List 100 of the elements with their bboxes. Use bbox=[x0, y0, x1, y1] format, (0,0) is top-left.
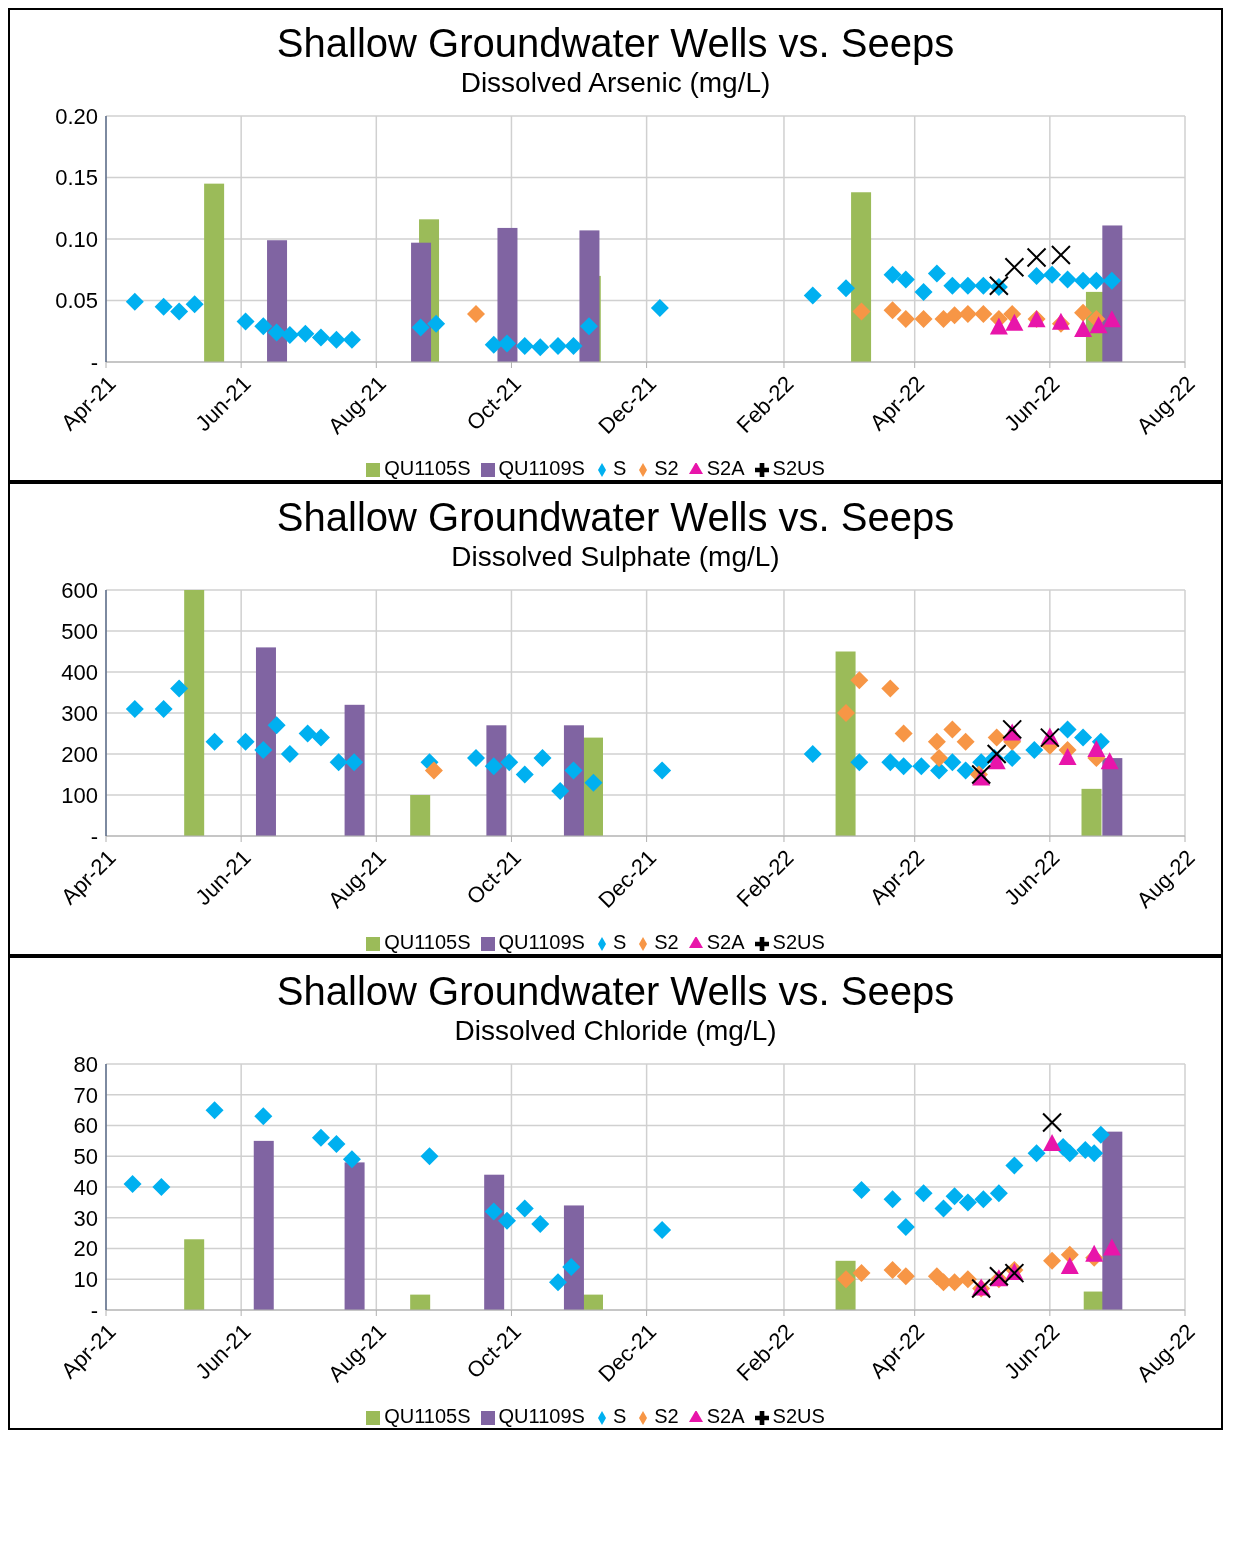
point bbox=[498, 334, 517, 353]
legend-label: S2A bbox=[706, 931, 745, 953]
point bbox=[896, 270, 915, 289]
y-tick-label: 0.20 bbox=[55, 103, 98, 129]
point bbox=[311, 728, 330, 747]
point bbox=[989, 317, 1008, 335]
point bbox=[653, 1221, 672, 1240]
y-tick-label: 70 bbox=[73, 1082, 98, 1108]
point bbox=[912, 757, 931, 776]
legend-label: S bbox=[612, 931, 627, 953]
point bbox=[467, 749, 486, 768]
point bbox=[987, 728, 1006, 747]
point bbox=[896, 309, 915, 328]
bar bbox=[253, 1140, 274, 1310]
point bbox=[1004, 257, 1025, 278]
point bbox=[254, 740, 273, 759]
point bbox=[852, 1264, 871, 1283]
legend-label: S2A bbox=[706, 457, 745, 479]
chart-subtitle: Dissolved Arsenic (mg/L) bbox=[459, 66, 772, 100]
bar bbox=[579, 230, 600, 362]
point bbox=[943, 720, 962, 739]
y-tick-label: 10 bbox=[73, 1267, 98, 1293]
y-tick-label: 20 bbox=[73, 1236, 98, 1262]
legend-label: S bbox=[612, 1405, 627, 1427]
point bbox=[1043, 265, 1062, 284]
point bbox=[267, 323, 286, 342]
point bbox=[236, 732, 255, 751]
legend-label: QU1109S bbox=[498, 1405, 585, 1427]
bar bbox=[563, 725, 584, 836]
point bbox=[236, 312, 255, 331]
point bbox=[927, 732, 946, 751]
point bbox=[1005, 313, 1024, 331]
point bbox=[958, 1193, 977, 1212]
point bbox=[1102, 1238, 1121, 1256]
point bbox=[551, 781, 570, 800]
point bbox=[852, 1181, 871, 1200]
point bbox=[650, 298, 669, 317]
y-tick-label: 80 bbox=[73, 1051, 98, 1077]
point bbox=[427, 314, 446, 333]
bar bbox=[267, 240, 288, 362]
point bbox=[956, 761, 975, 780]
legend-label: S2US bbox=[772, 1405, 825, 1427]
point bbox=[123, 1174, 142, 1193]
chart-title: Shallow Groundwater Wells vs. Seeps bbox=[275, 968, 956, 1014]
chart-subtitle: Dissolved Chloride (mg/L) bbox=[453, 1014, 778, 1048]
point bbox=[1074, 303, 1093, 322]
point bbox=[420, 1147, 439, 1166]
legend-label: QU1105S bbox=[384, 931, 471, 953]
point bbox=[974, 276, 993, 295]
point bbox=[1050, 244, 1071, 265]
point bbox=[958, 276, 977, 295]
bar bbox=[484, 1174, 505, 1310]
point bbox=[311, 1128, 330, 1147]
y-tick-label: 50 bbox=[73, 1144, 98, 1170]
point bbox=[531, 1214, 550, 1233]
point bbox=[562, 1257, 581, 1276]
y-tick-label: 0.05 bbox=[55, 288, 98, 314]
point bbox=[943, 753, 962, 772]
point bbox=[850, 671, 869, 690]
point bbox=[1027, 266, 1046, 285]
point bbox=[170, 679, 189, 698]
point bbox=[298, 724, 317, 743]
legend-label: QU1109S bbox=[498, 457, 585, 479]
point bbox=[1087, 271, 1106, 290]
point bbox=[1026, 247, 1047, 268]
point bbox=[1005, 1156, 1024, 1175]
point bbox=[564, 337, 583, 356]
y-tick-label: 100 bbox=[61, 782, 98, 808]
point bbox=[531, 338, 550, 357]
point bbox=[498, 1211, 517, 1230]
point bbox=[205, 1101, 224, 1120]
point bbox=[205, 732, 224, 751]
point bbox=[327, 1134, 346, 1153]
point bbox=[500, 753, 519, 772]
y-tick-label: - bbox=[90, 349, 98, 375]
bar bbox=[344, 704, 365, 836]
point bbox=[125, 699, 144, 718]
legend-label: S2 bbox=[654, 457, 679, 479]
bar bbox=[851, 192, 872, 362]
legend-label: QU1105S bbox=[384, 1405, 471, 1427]
point bbox=[1042, 1112, 1063, 1133]
bar bbox=[1102, 1131, 1123, 1310]
legend-label: QU1109S bbox=[498, 931, 585, 953]
legend-label: S2 bbox=[654, 1405, 679, 1427]
point bbox=[881, 679, 900, 698]
point bbox=[852, 302, 871, 321]
point bbox=[930, 749, 949, 768]
point bbox=[1058, 720, 1077, 739]
point bbox=[424, 761, 443, 780]
point bbox=[280, 325, 299, 344]
bar bbox=[184, 590, 205, 836]
point bbox=[956, 732, 975, 751]
point bbox=[881, 753, 900, 772]
point bbox=[914, 309, 933, 328]
point bbox=[934, 309, 953, 328]
point bbox=[989, 1184, 1008, 1203]
point bbox=[653, 761, 672, 780]
legend-label: S2US bbox=[772, 457, 825, 479]
point bbox=[1025, 740, 1044, 759]
point bbox=[484, 1202, 503, 1221]
